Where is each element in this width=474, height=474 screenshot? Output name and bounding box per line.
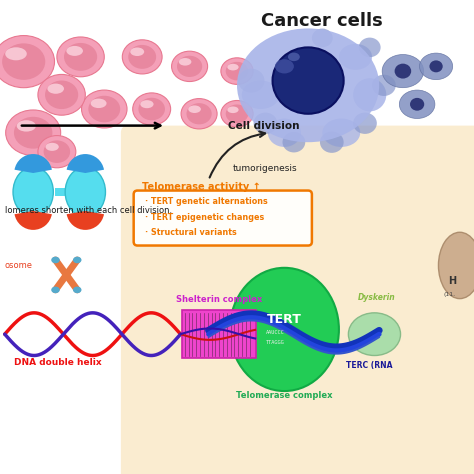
Ellipse shape [273, 47, 344, 114]
Ellipse shape [382, 55, 424, 88]
Ellipse shape [228, 64, 238, 71]
Ellipse shape [320, 132, 344, 153]
Ellipse shape [237, 28, 379, 142]
Ellipse shape [91, 99, 107, 108]
Ellipse shape [438, 232, 474, 299]
Ellipse shape [226, 62, 248, 81]
Text: · TERT genetic alternations: · TERT genetic alternations [145, 197, 267, 206]
Ellipse shape [133, 93, 171, 125]
Ellipse shape [38, 136, 76, 168]
Text: AAUCCC: AAUCCC [265, 330, 284, 335]
Ellipse shape [13, 167, 53, 217]
Ellipse shape [399, 90, 435, 118]
Text: Shelterin complex: Shelterin complex [176, 295, 262, 304]
Text: (11.: (11. [443, 292, 456, 297]
Text: · TERT epigenetic changes: · TERT epigenetic changes [145, 213, 264, 221]
Ellipse shape [254, 113, 277, 134]
Text: Telomerase complex: Telomerase complex [236, 391, 333, 400]
Text: DNA double helix: DNA double helix [14, 358, 102, 367]
Text: Cell division: Cell division [228, 120, 299, 131]
Wedge shape [67, 211, 104, 230]
Ellipse shape [275, 59, 294, 73]
Ellipse shape [181, 99, 217, 129]
FancyBboxPatch shape [121, 126, 474, 474]
Wedge shape [15, 211, 52, 230]
Ellipse shape [130, 47, 144, 56]
Ellipse shape [73, 287, 82, 293]
Ellipse shape [140, 100, 154, 108]
Ellipse shape [82, 90, 127, 128]
Ellipse shape [51, 287, 60, 293]
Ellipse shape [394, 64, 411, 79]
Text: · Structural variants: · Structural variants [145, 228, 237, 237]
Ellipse shape [288, 53, 300, 61]
Ellipse shape [353, 113, 377, 134]
Ellipse shape [410, 98, 424, 111]
Ellipse shape [419, 53, 453, 80]
Ellipse shape [122, 40, 162, 74]
Ellipse shape [128, 45, 156, 69]
Text: tumorigenesis: tumorigenesis [232, 164, 297, 173]
Ellipse shape [38, 74, 85, 115]
Ellipse shape [179, 58, 191, 65]
Bar [55, 188, 81, 196]
Ellipse shape [268, 118, 301, 147]
Wedge shape [15, 154, 52, 173]
Ellipse shape [177, 56, 202, 77]
Ellipse shape [88, 96, 120, 122]
Ellipse shape [66, 46, 83, 56]
Ellipse shape [312, 28, 333, 47]
FancyBboxPatch shape [134, 191, 312, 246]
Ellipse shape [14, 117, 53, 149]
Ellipse shape [221, 58, 253, 84]
Ellipse shape [339, 44, 372, 70]
Bar [182, 310, 256, 358]
Ellipse shape [186, 103, 212, 124]
Ellipse shape [64, 43, 97, 71]
Ellipse shape [6, 110, 61, 155]
Ellipse shape [47, 83, 64, 94]
Text: Dyskerin: Dyskerin [358, 293, 396, 302]
Ellipse shape [322, 118, 360, 147]
Text: TERC (RNA: TERC (RNA [346, 361, 393, 370]
Ellipse shape [172, 51, 208, 82]
Ellipse shape [230, 268, 339, 391]
Ellipse shape [372, 75, 396, 96]
Ellipse shape [17, 120, 36, 132]
Text: osome: osome [5, 261, 33, 270]
Ellipse shape [2, 44, 46, 80]
Ellipse shape [65, 167, 106, 217]
Ellipse shape [73, 256, 82, 263]
Ellipse shape [242, 81, 280, 109]
Ellipse shape [221, 100, 253, 127]
Wedge shape [67, 154, 104, 173]
Ellipse shape [359, 37, 381, 57]
Text: lomeres shorten with each cell division.: lomeres shorten with each cell division. [5, 207, 172, 215]
Ellipse shape [283, 132, 305, 153]
Text: Cancer cells: Cancer cells [262, 12, 383, 30]
Text: Telomerase activity ↑: Telomerase activity ↑ [142, 182, 261, 191]
Ellipse shape [429, 60, 443, 73]
Ellipse shape [45, 81, 78, 109]
Ellipse shape [238, 69, 264, 92]
Ellipse shape [0, 36, 55, 88]
Ellipse shape [228, 107, 238, 113]
Ellipse shape [51, 256, 60, 263]
Ellipse shape [353, 78, 386, 111]
Text: H: H [448, 276, 456, 286]
Ellipse shape [57, 37, 104, 77]
Text: TTAGGG: TTAGGG [265, 340, 284, 345]
Ellipse shape [44, 140, 70, 163]
Ellipse shape [138, 98, 165, 120]
Ellipse shape [46, 143, 59, 151]
Ellipse shape [348, 313, 401, 356]
Ellipse shape [5, 47, 27, 60]
Ellipse shape [226, 104, 248, 123]
Text: TERT: TERT [267, 313, 302, 327]
Ellipse shape [188, 105, 201, 113]
